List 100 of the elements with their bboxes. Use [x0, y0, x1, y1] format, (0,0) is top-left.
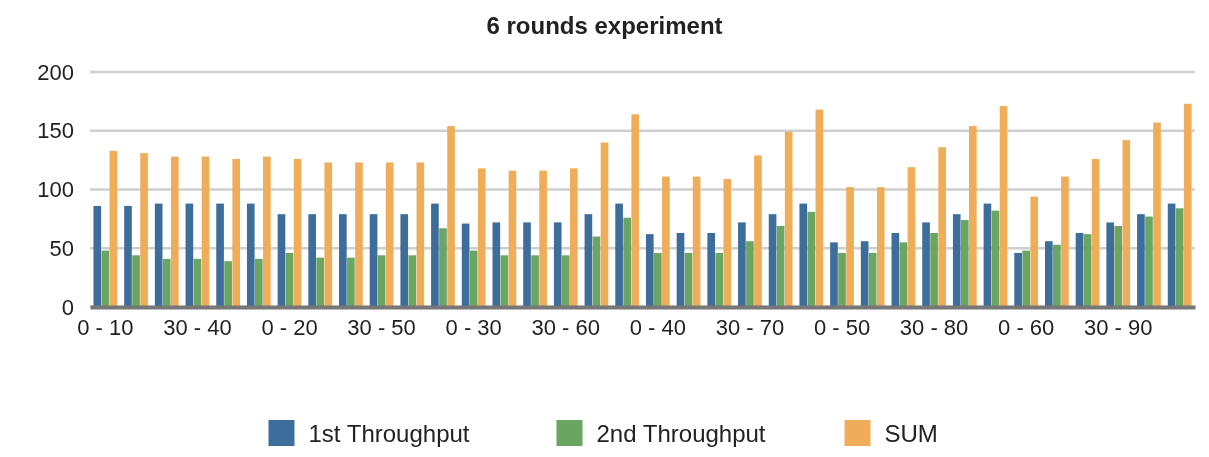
bar: [500, 255, 509, 307]
bar: [523, 222, 531, 307]
bar: [860, 241, 869, 307]
bar: [154, 203, 163, 307]
bar: [838, 252, 846, 307]
bar: [263, 156, 271, 307]
bar: [952, 214, 961, 307]
bar: [592, 236, 601, 307]
bar: [1091, 158, 1100, 307]
bar: [285, 252, 294, 307]
bar: [431, 203, 439, 307]
bar: [999, 106, 1008, 307]
bar: [293, 158, 302, 307]
bar: [1183, 103, 1192, 307]
bar: [1045, 241, 1053, 307]
bar: [723, 178, 732, 307]
bar: [224, 261, 232, 307]
x-tick-label: 0 - 40: [629, 314, 686, 340]
bar: [93, 205, 102, 307]
bar: [715, 252, 724, 307]
bar: [1145, 216, 1153, 307]
bar: [400, 214, 409, 307]
bar: [1030, 196, 1039, 307]
y-tick-label: 0: [61, 294, 74, 320]
bar: [140, 153, 148, 307]
bar: [508, 170, 517, 307]
bar: [246, 203, 255, 307]
bar: [469, 250, 478, 307]
bar: [1075, 232, 1084, 307]
x-tick-label: 30 - 40: [163, 314, 232, 340]
bar: [201, 156, 210, 307]
legend-label: 2nd Throughput: [596, 420, 766, 447]
x-tick-label: 30 - 90: [1084, 314, 1153, 340]
bar: [439, 228, 447, 307]
bar: [846, 187, 854, 307]
bar: [355, 162, 363, 307]
bar: [461, 223, 470, 307]
x-tick-label: 30 - 70: [715, 314, 785, 340]
bar: [477, 168, 486, 307]
bar: [369, 214, 378, 307]
bar: [754, 155, 762, 307]
y-tick-label: 200: [37, 59, 74, 85]
bar: [676, 232, 685, 307]
bar: [531, 255, 539, 307]
bar: [868, 252, 877, 307]
chart-title: 6 rounds experiment: [486, 12, 723, 39]
bar: [830, 242, 838, 307]
bar: [768, 214, 777, 307]
bar: [922, 222, 930, 307]
bar: [1153, 122, 1161, 307]
bar: [1122, 140, 1131, 307]
bar: [185, 203, 194, 307]
bar: [907, 167, 916, 307]
bar: [662, 176, 670, 307]
legend-label: SUM: [884, 420, 938, 447]
x-tick-label: 0 - 60: [998, 314, 1055, 340]
bar: [216, 203, 224, 307]
y-tick-label: 50: [49, 235, 74, 261]
bar: [339, 214, 347, 307]
bar: [408, 255, 417, 307]
bar: [938, 147, 946, 307]
bar: [746, 241, 754, 307]
bar: [324, 162, 333, 307]
bar: [316, 257, 325, 307]
bar: [492, 222, 501, 307]
bar: [807, 211, 816, 307]
bar: [654, 252, 662, 307]
bar: [615, 203, 623, 307]
x-tick-label: 0 - 30: [445, 314, 502, 340]
bar: [1114, 225, 1123, 307]
bar: [569, 168, 578, 307]
bar: [1061, 176, 1069, 307]
bar: [255, 258, 263, 307]
bar: [891, 232, 900, 307]
x-tick-label: 30 - 80: [899, 314, 969, 340]
bar: [347, 257, 355, 307]
bar: [631, 114, 640, 307]
bar: [584, 214, 593, 307]
bar: [1014, 252, 1022, 307]
bar: [738, 222, 746, 307]
bar: [170, 156, 179, 307]
bar: [1053, 244, 1061, 307]
bar: [1083, 234, 1092, 307]
bar: [447, 126, 455, 307]
x-tick-label: 0 - 20: [261, 314, 318, 340]
bar: [132, 255, 140, 307]
bar: [124, 205, 132, 307]
bar: [385, 162, 394, 307]
x-tick-label: 30 - 50: [347, 314, 416, 340]
bar: [1175, 208, 1184, 307]
bar: [692, 176, 701, 307]
bar: [232, 158, 240, 307]
legend-label: 1st Throughput: [308, 420, 470, 447]
x-tick-label: 0 - 50: [813, 314, 871, 340]
bar: [109, 150, 118, 307]
bar: [876, 187, 885, 307]
bar: [539, 170, 547, 307]
y-tick-label: 150: [37, 118, 74, 144]
bar: [960, 220, 969, 307]
bar: [623, 217, 631, 307]
